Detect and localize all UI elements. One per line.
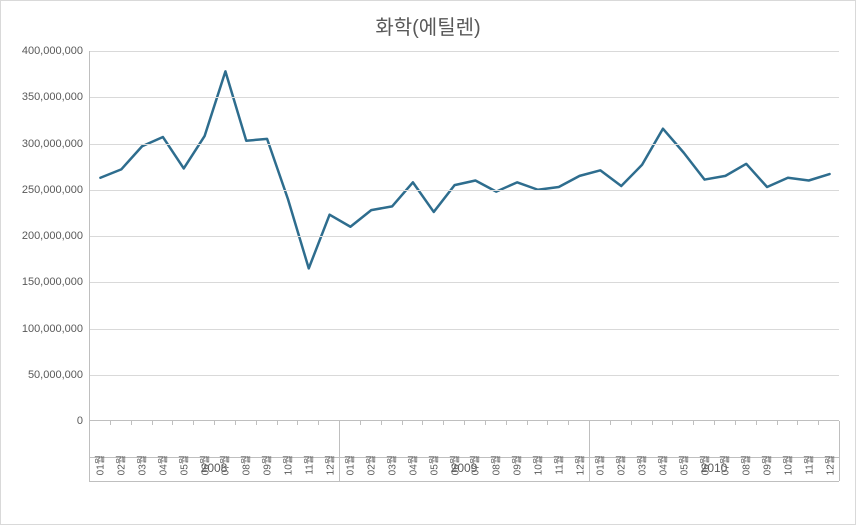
- x-tick: [464, 421, 465, 425]
- x-year-separator: [589, 421, 590, 481]
- x-tick: [714, 421, 715, 425]
- x-tick: [110, 421, 111, 425]
- x-tick: [547, 421, 548, 425]
- plot-area: [89, 51, 839, 421]
- x-month-label: 12월: [321, 455, 336, 475]
- x-tick: [777, 421, 778, 425]
- x-month-label: 03월: [634, 455, 649, 475]
- x-year-separator: [839, 421, 840, 481]
- x-tick: [485, 421, 486, 425]
- x-month-label: 11월: [800, 455, 815, 475]
- x-month-label: 01월: [592, 455, 607, 475]
- chart-container: 화학(에틸렌) 01월02월03월04월05월06월07월08월09월10월11…: [0, 0, 856, 525]
- x-month-label: 10월: [529, 455, 544, 475]
- x-tick: [214, 421, 215, 425]
- x-tick: [172, 421, 173, 425]
- x-tick: [672, 421, 673, 425]
- x-tick: [568, 421, 569, 425]
- x-month-label: 04월: [154, 455, 169, 475]
- y-tick-label: 250,000,000: [3, 184, 83, 196]
- x-tick: [235, 421, 236, 425]
- x-tick: [297, 421, 298, 425]
- x-tick: [652, 421, 653, 425]
- x-tick: [756, 421, 757, 425]
- x-year-label: 2010: [701, 461, 728, 475]
- y-tick-label: 300,000,000: [3, 138, 83, 150]
- x-tick: [360, 421, 361, 425]
- x-tick: [735, 421, 736, 425]
- x-tick: [797, 421, 798, 425]
- x-tick: [693, 421, 694, 425]
- x-month-label: 03월: [384, 455, 399, 475]
- x-month-label: 11월: [550, 455, 565, 475]
- x-month-label: 04월: [404, 455, 419, 475]
- x-tick: [818, 421, 819, 425]
- x-month-label: 08월: [488, 455, 503, 475]
- x-month-label: 08월: [738, 455, 753, 475]
- x-month-label: 11월: [300, 455, 315, 475]
- y-tick-label: 100,000,000: [3, 323, 83, 335]
- x-month-label: 01월: [342, 455, 357, 475]
- grid-line: [90, 236, 839, 237]
- y-tick-label: 50,000,000: [3, 369, 83, 381]
- x-tick: [318, 421, 319, 425]
- x-month-label: 05월: [425, 455, 440, 475]
- x-tick: [527, 421, 528, 425]
- x-axis: 01월02월03월04월05월06월07월08월09월10월11월12월01월0…: [89, 421, 839, 516]
- x-month-label: 09월: [509, 455, 524, 475]
- x-month-label: 09월: [259, 455, 274, 475]
- x-tick: [402, 421, 403, 425]
- x-month-label: 08월: [238, 455, 253, 475]
- x-month-label: 09월: [759, 455, 774, 475]
- x-month-label: 12월: [571, 455, 586, 475]
- y-tick-label: 200,000,000: [3, 230, 83, 242]
- x-month-label: 02월: [113, 455, 128, 475]
- x-tick: [381, 421, 382, 425]
- grid-line: [90, 190, 839, 191]
- x-tick: [631, 421, 632, 425]
- y-tick-label: 150,000,000: [3, 276, 83, 288]
- x-year-separator: [89, 421, 90, 481]
- x-month-label: 10월: [779, 455, 794, 475]
- x-year-label: 2008: [201, 461, 228, 475]
- x-month-label: 05월: [175, 455, 190, 475]
- x-month-label: 03월: [134, 455, 149, 475]
- grid-line: [90, 51, 839, 52]
- x-tick: [506, 421, 507, 425]
- x-month-label: 04월: [654, 455, 669, 475]
- x-axis-bottom-line: [89, 481, 839, 482]
- x-month-label: 02월: [363, 455, 378, 475]
- x-tick: [152, 421, 153, 425]
- grid-line: [90, 144, 839, 145]
- x-year-separator: [339, 421, 340, 481]
- grid-line: [90, 97, 839, 98]
- y-tick-label: 350,000,000: [3, 91, 83, 103]
- x-tick: [256, 421, 257, 425]
- x-tick: [422, 421, 423, 425]
- grid-line: [90, 329, 839, 330]
- x-tick: [193, 421, 194, 425]
- x-month-label: 12월: [821, 455, 836, 475]
- x-tick: [277, 421, 278, 425]
- y-tick-label: 400,000,000: [3, 45, 83, 57]
- y-tick-label: 0: [3, 415, 83, 427]
- x-year-label: 2009: [451, 461, 478, 475]
- series-line: [100, 71, 829, 268]
- grid-line: [90, 282, 839, 283]
- x-month-label: 01월: [92, 455, 107, 475]
- x-tick: [131, 421, 132, 425]
- x-month-label: 10월: [279, 455, 294, 475]
- grid-line: [90, 375, 839, 376]
- x-month-label: 05월: [675, 455, 690, 475]
- chart-title: 화학(에틸렌): [1, 11, 855, 40]
- x-tick: [610, 421, 611, 425]
- x-month-label: 02월: [613, 455, 628, 475]
- x-tick: [443, 421, 444, 425]
